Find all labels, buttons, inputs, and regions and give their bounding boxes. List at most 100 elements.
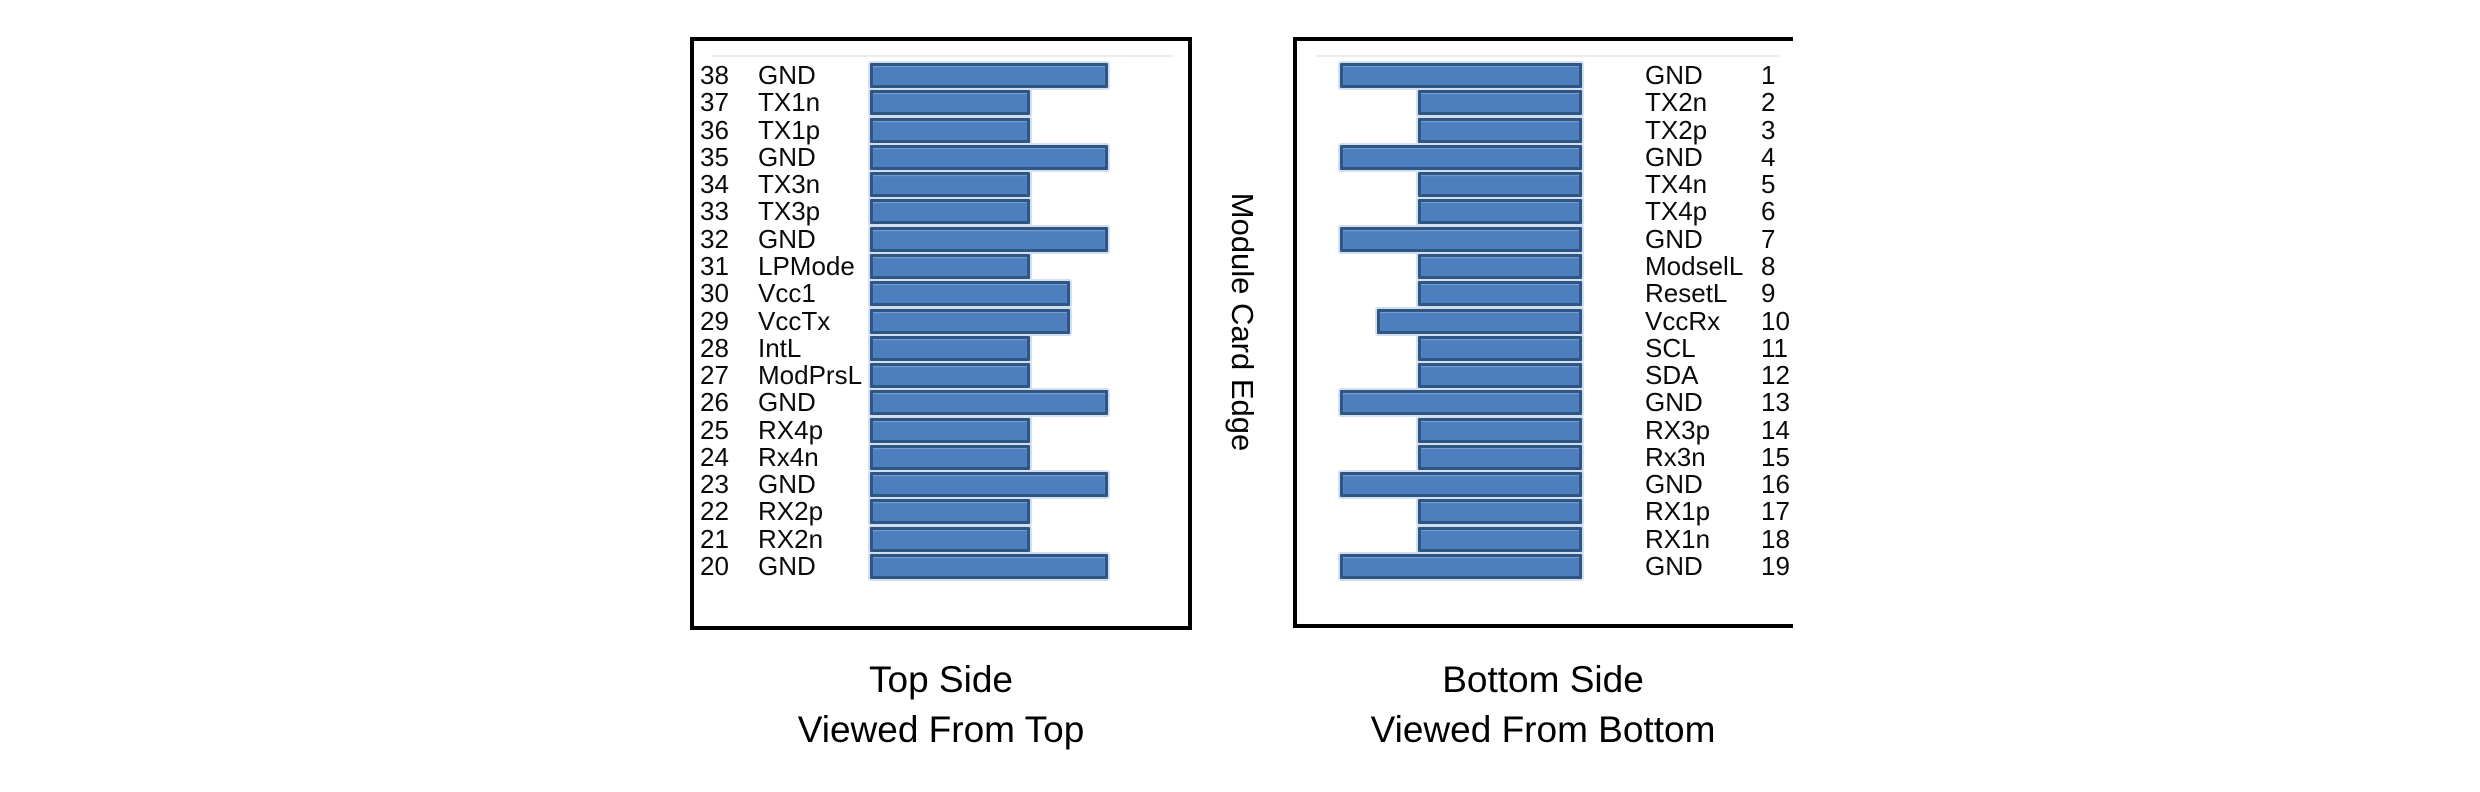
faint-gridline <box>712 55 1174 57</box>
pin-pad-bar <box>1418 254 1582 279</box>
pin-number: 38 <box>700 60 729 90</box>
pin-number: 28 <box>700 333 729 363</box>
pin-number: 18 <box>1761 524 1790 554</box>
pin-name: GND <box>758 142 816 172</box>
pin-number: 32 <box>700 224 729 254</box>
pin-number: 16 <box>1761 469 1790 499</box>
pin-pad-bar <box>1418 118 1582 143</box>
pin-number: 15 <box>1761 442 1790 472</box>
pin-number: 33 <box>700 196 729 226</box>
top-side-pinout-box: 38 GND 37 TX1n 36 TX1p 35 GND 34 TX3n 33 TX3p 32 GND 3… <box>690 37 1192 630</box>
caption-line: Top Side <box>869 659 1013 700</box>
pin-number: 13 <box>1761 387 1790 417</box>
pin-pad-bar <box>1418 499 1582 524</box>
pin-number: 9 <box>1761 278 1776 308</box>
pin-number: 25 <box>700 415 729 445</box>
pin-pad-bar <box>870 63 1108 88</box>
pin-name: ModPrsL <box>758 360 863 390</box>
pin-pad-bar <box>1418 527 1582 552</box>
pin-number: 35 <box>700 142 729 172</box>
pin-number: 19 <box>1761 551 1790 581</box>
pin-number: 4 <box>1761 142 1776 172</box>
pin-name: GND <box>1645 60 1703 90</box>
pin-name: ResetL <box>1645 278 1728 308</box>
pin-number: 22 <box>700 496 729 526</box>
pin-number: 30 <box>700 278 729 308</box>
pin-pad-bar <box>870 445 1030 470</box>
pin-number: 2 <box>1761 87 1776 117</box>
pin-pad-bar <box>1340 472 1582 497</box>
pin-number: 24 <box>700 442 729 472</box>
pin-pad-bar <box>870 472 1108 497</box>
pin-name: TX3p <box>758 196 821 226</box>
caption-line: Viewed From Bottom <box>1370 709 1716 750</box>
pin-pad-bar <box>870 172 1030 197</box>
pin-number: 27 <box>700 360 729 390</box>
pin-pad-bar <box>1418 199 1582 224</box>
pin-name: GND <box>1645 387 1703 417</box>
pin-pad-bar <box>870 390 1108 415</box>
pin-pad-bar <box>1377 309 1582 334</box>
pin-number: 12 <box>1761 360 1790 390</box>
pin-name: GND <box>1645 469 1703 499</box>
pin-name: GND <box>758 224 816 254</box>
pin-number: 29 <box>700 306 729 336</box>
pin-name: GND <box>758 387 816 417</box>
pin-pad-bar <box>870 499 1030 524</box>
pin-pad-bar <box>1340 63 1582 88</box>
pin-number: 6 <box>1761 196 1776 226</box>
pin-pad-bar <box>870 527 1030 552</box>
bottom-side-pinout-box: GND 1 TX2n 2 TX2p 3 GND 4 TX4n 5 TX4p 6 GND 7 ModselL 8… <box>1293 37 1793 628</box>
pin-pad-bar <box>870 145 1108 170</box>
bottom-side-caption: Bottom Side Viewed From Bottom <box>1293 655 1793 755</box>
pin-name: GND <box>1645 551 1703 581</box>
pin-name: RX4p <box>758 415 824 445</box>
pin-name: TX3n <box>758 169 821 199</box>
pin-name: TX4p <box>1645 196 1708 226</box>
pin-pad-bar <box>870 199 1030 224</box>
pin-pad-bar <box>1418 90 1582 115</box>
pin-name: RX1p <box>1645 496 1711 526</box>
pin-name: TX1p <box>758 115 821 145</box>
module-card-edge-label: Module Card Edge <box>1225 192 1260 452</box>
pin-name: GND <box>758 551 816 581</box>
pin-number: 17 <box>1761 496 1790 526</box>
pin-number: 7 <box>1761 224 1776 254</box>
pin-pad-bar <box>1418 445 1582 470</box>
pin-pad-bar <box>1340 145 1582 170</box>
pin-pad-bar <box>1340 390 1582 415</box>
pin-name: IntL <box>758 333 802 363</box>
pin-pad-bar <box>870 90 1030 115</box>
pin-name: TX4n <box>1645 169 1708 199</box>
pin-pad-bar <box>870 418 1030 443</box>
pin-number: 34 <box>700 169 729 199</box>
caption-line: Bottom Side <box>1442 659 1644 700</box>
pin-name: Rx4n <box>758 442 819 472</box>
pin-pad-bar <box>870 309 1070 334</box>
pin-name: VccRx <box>1645 306 1721 336</box>
pin-name: TX1n <box>758 87 821 117</box>
pin-pad-bar <box>1340 227 1582 252</box>
pin-name: GND <box>1645 142 1703 172</box>
pin-number: 10 <box>1761 306 1790 336</box>
pin-number: 20 <box>700 551 729 581</box>
pin-pad-bar <box>1418 418 1582 443</box>
pin-pad-bar <box>1418 172 1582 197</box>
pin-name: RX3p <box>1645 415 1711 445</box>
pin-pad-bar <box>870 363 1030 388</box>
pin-number: 8 <box>1761 251 1776 281</box>
pin-pad-bar <box>1418 336 1582 361</box>
pin-name: GND <box>758 469 816 499</box>
pin-number: 23 <box>700 469 729 499</box>
pin-name: RX2n <box>758 524 824 554</box>
caption-line: Viewed From Top <box>797 709 1085 750</box>
pin-pad-bar <box>870 281 1070 306</box>
faint-gridline <box>1315 55 1779 57</box>
pin-number: 31 <box>700 251 729 281</box>
pin-pad-bar <box>1340 554 1582 579</box>
pin-pad-bar <box>1418 363 1582 388</box>
top-side-caption: Top Side Viewed From Top <box>690 655 1192 755</box>
pin-name: SDA <box>1645 360 1699 390</box>
pin-name: TX2n <box>1645 87 1708 117</box>
